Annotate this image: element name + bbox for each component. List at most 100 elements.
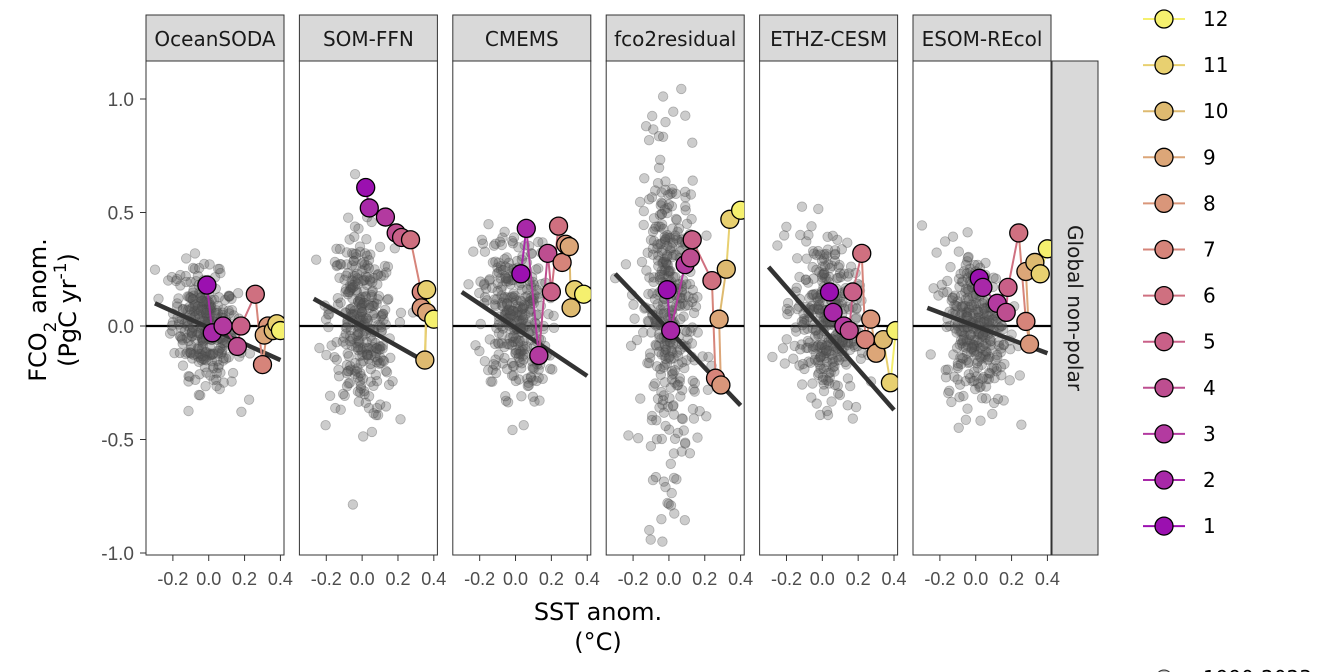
background-point xyxy=(355,311,366,322)
background-point xyxy=(980,346,991,357)
background-point xyxy=(972,362,984,373)
background-point xyxy=(180,270,191,282)
background-point xyxy=(194,343,205,355)
background-point xyxy=(355,380,367,391)
background-point xyxy=(823,271,835,283)
background-point xyxy=(219,294,231,306)
background-point xyxy=(685,189,697,200)
background-point xyxy=(527,375,539,386)
background-point xyxy=(625,340,637,352)
background-point xyxy=(807,344,819,355)
background-point xyxy=(664,232,675,243)
background-point xyxy=(818,351,830,362)
background-point xyxy=(662,240,673,252)
x-tick-label: 0.2 xyxy=(385,569,410,589)
background-point xyxy=(665,242,676,254)
monthly-climatology xyxy=(511,216,591,366)
month-point-6 xyxy=(1009,223,1029,243)
background-point xyxy=(492,278,504,290)
background-point xyxy=(676,446,687,457)
background-point xyxy=(357,306,368,318)
background-point xyxy=(933,290,944,301)
panel-fco2residual: fco2residual-0.2 0.0 0.2 0.4 xyxy=(605,14,753,589)
background-point xyxy=(193,342,204,353)
background-point xyxy=(367,300,379,312)
background-point xyxy=(513,306,524,317)
background-point xyxy=(789,340,800,352)
background-point xyxy=(206,355,218,367)
background-point xyxy=(493,267,504,278)
background-point xyxy=(692,291,703,303)
background-point xyxy=(970,297,982,309)
background-point xyxy=(356,306,368,318)
background-point xyxy=(360,397,372,409)
background-point xyxy=(356,258,368,269)
background-point xyxy=(952,296,963,307)
background-point xyxy=(517,314,529,326)
background-point xyxy=(548,310,559,322)
background-point xyxy=(220,353,232,364)
background-point xyxy=(653,221,664,232)
month-point-5 xyxy=(682,230,702,250)
background-point xyxy=(533,236,544,248)
background-point xyxy=(832,351,843,363)
background-point xyxy=(998,395,1009,406)
background-point xyxy=(216,348,227,359)
background-point xyxy=(687,403,699,415)
background-point xyxy=(996,370,1007,381)
background-point xyxy=(383,293,394,305)
background-point xyxy=(975,381,986,392)
background-point xyxy=(484,274,495,285)
monthly-climatology xyxy=(819,243,898,393)
legend-key xyxy=(1154,239,1174,260)
background-point xyxy=(214,263,225,275)
background-point xyxy=(808,341,819,352)
background-point xyxy=(650,471,662,483)
month-point-1 xyxy=(197,275,217,295)
background-point xyxy=(201,355,212,366)
background-point xyxy=(953,273,965,285)
background-point xyxy=(506,357,518,369)
background-point xyxy=(369,264,380,275)
background-point xyxy=(513,315,525,326)
background-point xyxy=(214,383,225,395)
background-point xyxy=(496,290,507,302)
background-point xyxy=(173,319,185,330)
legend-label: 6 xyxy=(1203,284,1216,308)
background-point xyxy=(666,242,678,253)
background-point xyxy=(657,257,668,268)
background-point xyxy=(818,253,830,264)
background-point xyxy=(347,282,359,293)
background-point xyxy=(502,305,513,316)
panel-plot-area xyxy=(452,216,591,436)
background-point xyxy=(943,387,954,399)
background-point xyxy=(955,325,966,337)
background-point xyxy=(366,300,378,311)
background-point xyxy=(212,300,223,312)
background-point xyxy=(236,406,247,418)
background-point xyxy=(960,376,971,387)
background-point xyxy=(507,336,518,348)
month-point-5 xyxy=(541,282,562,302)
background-point xyxy=(189,300,200,311)
row-strip xyxy=(1051,60,1099,556)
background-point xyxy=(665,382,676,393)
background-point xyxy=(688,307,700,319)
background-point xyxy=(360,271,372,282)
background-point xyxy=(824,372,835,383)
background-point xyxy=(822,337,833,349)
background-point xyxy=(511,295,522,306)
month-point-8 xyxy=(1019,334,1040,354)
background-point xyxy=(829,356,840,367)
y-tick-label: 0.5 xyxy=(108,204,134,225)
background-point xyxy=(359,275,370,286)
background-point xyxy=(351,308,362,319)
background-point xyxy=(661,259,673,270)
background-point xyxy=(656,514,667,525)
background-point xyxy=(638,327,649,338)
background-point xyxy=(193,356,205,368)
background-point xyxy=(481,295,493,306)
month-point-12 xyxy=(886,320,898,341)
background-point xyxy=(354,298,365,309)
